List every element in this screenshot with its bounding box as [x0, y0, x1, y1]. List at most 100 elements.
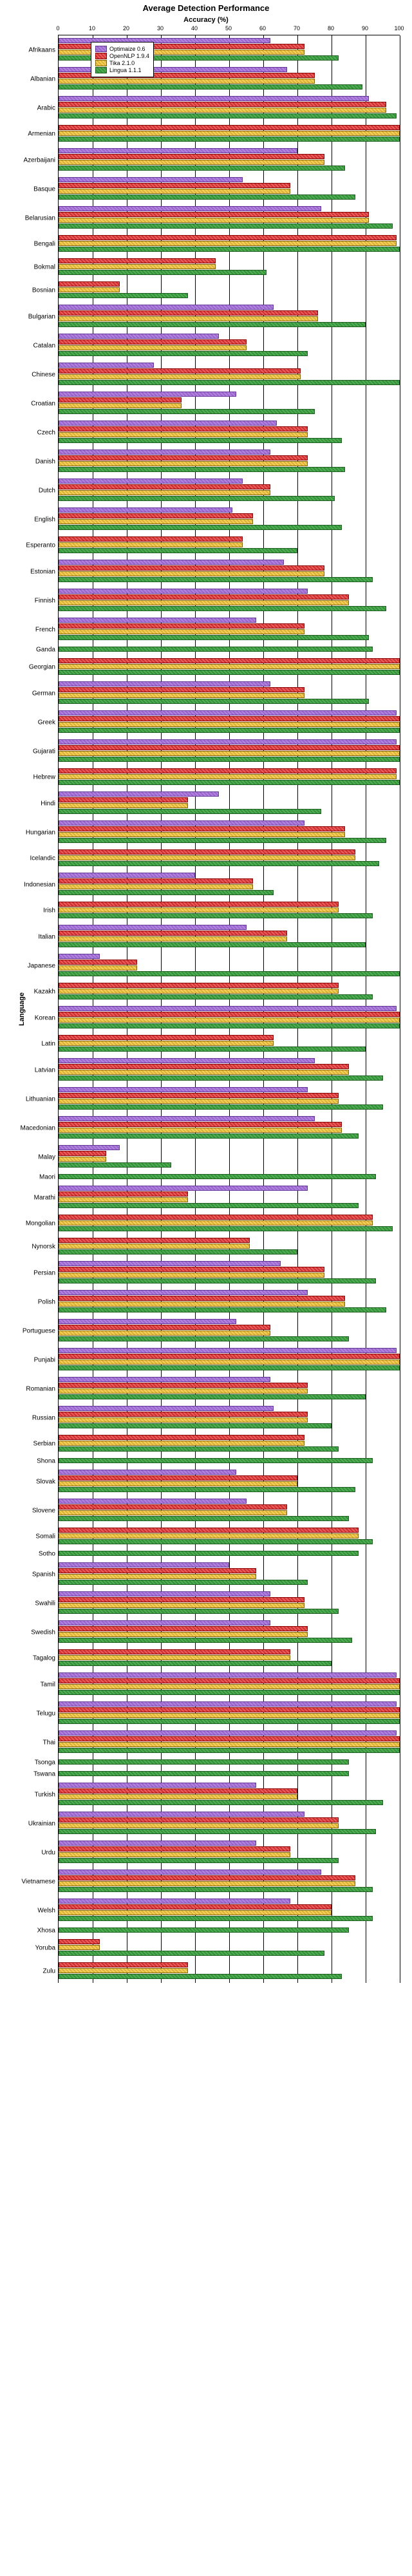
bar	[59, 1887, 373, 1892]
language-row: Dutch	[59, 476, 400, 505]
bar	[59, 1812, 304, 1817]
language-row: Sotho	[59, 1548, 400, 1560]
bar	[59, 1122, 342, 1127]
bar	[59, 421, 277, 426]
bar	[59, 942, 366, 947]
bar	[59, 1528, 359, 1533]
language-label: Estonian	[4, 568, 59, 575]
bar	[59, 699, 369, 704]
bar	[59, 1684, 400, 1689]
language-label: Sotho	[4, 1551, 59, 1558]
bar	[59, 264, 216, 269]
language-label: Russian	[4, 1414, 59, 1421]
bar	[59, 728, 400, 733]
language-label: Ukrainian	[4, 1820, 59, 1827]
language-row: Mongolian	[59, 1212, 400, 1235]
language-row: Hungarian	[59, 818, 400, 847]
language-row: Slovene	[59, 1496, 400, 1525]
language-label: German	[4, 690, 59, 697]
bar	[59, 1238, 250, 1243]
bar	[59, 1713, 400, 1718]
language-label: Irish	[4, 907, 59, 914]
language-label: Indonesian	[4, 881, 59, 888]
bar	[59, 618, 256, 623]
language-label: Hindi	[4, 800, 59, 807]
bar	[59, 1794, 297, 1799]
bar	[59, 1157, 106, 1162]
language-label: Xhosa	[4, 1927, 59, 1935]
language-row: Romanian	[59, 1374, 400, 1403]
bar	[59, 1968, 188, 1973]
language-row: Tagalog	[59, 1647, 400, 1670]
bar	[59, 571, 324, 576]
bar	[59, 1244, 250, 1249]
tick: 60	[259, 25, 266, 32]
language-row: Basque	[59, 175, 400, 204]
bar	[59, 1904, 332, 1909]
bar	[59, 467, 345, 472]
language-row: Armenian	[59, 122, 400, 146]
bar	[59, 1655, 290, 1660]
bar	[59, 160, 324, 165]
bar	[59, 722, 400, 727]
language-label: Marathi	[4, 1194, 59, 1201]
language-row: Urdu	[59, 1838, 400, 1867]
language-row: Esperanto	[59, 534, 400, 557]
bar	[59, 334, 219, 339]
language-label: Vietnamese	[4, 1878, 59, 1885]
language-label: Polish	[4, 1298, 59, 1305]
language-label: Slovak	[4, 1478, 59, 1485]
bar	[59, 1661, 332, 1666]
bar	[59, 1562, 229, 1567]
language-row: Spanish	[59, 1560, 400, 1589]
bar	[59, 241, 397, 246]
legend-item: Optimaize 0.6	[95, 46, 149, 52]
language-label: Tswana	[4, 1771, 59, 1778]
language-label: Maori	[4, 1174, 59, 1181]
bar	[59, 84, 362, 90]
language-row: Bulgarian	[59, 302, 400, 331]
language-row: Hindi	[59, 789, 400, 818]
bar	[59, 1406, 274, 1411]
language-row: Yoruba	[59, 1937, 400, 1960]
bar	[59, 293, 188, 298]
bar	[59, 1296, 345, 1301]
bar	[59, 1348, 397, 1353]
bar	[59, 1707, 400, 1712]
bar	[59, 1006, 397, 1011]
bar	[59, 809, 321, 814]
language-label: Yoruba	[4, 1945, 59, 1952]
bar	[59, 745, 400, 750]
language-label: Tsonga	[4, 1759, 59, 1766]
bar	[59, 177, 243, 182]
language-label: Welsh	[4, 1907, 59, 1914]
bar	[59, 1730, 397, 1736]
bar	[59, 589, 308, 594]
bar	[59, 316, 318, 321]
bar	[59, 1574, 256, 1579]
bar	[59, 1441, 304, 1446]
language-label: Malay	[4, 1153, 59, 1160]
bar	[59, 1875, 355, 1880]
language-row: Japanese	[59, 951, 400, 980]
legend-item: OpenNLP 1.9.4	[95, 53, 149, 59]
bar	[59, 1899, 290, 1904]
language-row: Persian	[59, 1258, 400, 1287]
bar	[59, 757, 400, 762]
bar	[59, 368, 301, 374]
bar	[59, 983, 339, 988]
bar	[59, 548, 297, 553]
language-row: Czech	[59, 418, 400, 447]
bar	[59, 1435, 304, 1440]
bar	[59, 989, 339, 994]
bar	[59, 960, 137, 965]
language-row: Finnish	[59, 586, 400, 615]
bar	[59, 496, 335, 501]
bar	[59, 1267, 324, 1272]
language-label: Japanese	[4, 962, 59, 969]
language-label: Swedish	[4, 1629, 59, 1636]
bar	[59, 1470, 236, 1475]
language-row: Slovak	[59, 1467, 400, 1496]
bar	[59, 1307, 386, 1312]
bar	[59, 166, 345, 171]
